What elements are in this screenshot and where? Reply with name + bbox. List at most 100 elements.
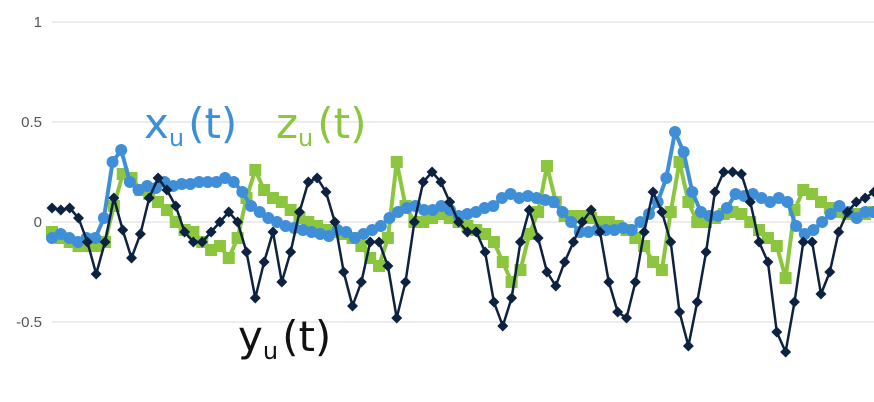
data-point-y	[187, 236, 199, 248]
data-point-y	[780, 346, 792, 358]
data-point-y	[523, 204, 535, 216]
data-point-y	[709, 186, 721, 198]
data-point-y	[285, 246, 297, 258]
data-point-y	[594, 226, 606, 238]
data-point-z	[770, 240, 783, 252]
data-point-x	[106, 156, 119, 168]
data-point-y	[99, 236, 111, 248]
data-point-y	[550, 280, 562, 292]
data-point-y	[559, 256, 571, 268]
data-point-y	[143, 192, 155, 204]
data-point-z	[249, 164, 262, 176]
data-point-y	[824, 266, 836, 278]
data-point-y	[532, 232, 544, 244]
data-point-x	[868, 206, 874, 218]
data-point-y	[55, 204, 67, 216]
data-point-x	[850, 212, 863, 224]
y-tick-label: 0.5	[21, 114, 42, 131]
data-point-y	[179, 226, 191, 238]
data-point-x	[487, 200, 500, 212]
data-point-y	[232, 216, 244, 228]
data-point-y	[170, 200, 182, 212]
data-point-y	[73, 212, 85, 224]
data-point-y	[656, 206, 668, 218]
data-point-x	[89, 232, 102, 244]
data-point-y	[461, 226, 473, 238]
data-point-y	[417, 176, 429, 188]
data-point-x	[115, 144, 128, 156]
data-point-y	[267, 226, 279, 238]
data-point-x	[322, 230, 335, 242]
data-point-y	[400, 276, 412, 288]
data-point-x	[201, 176, 214, 188]
data-point-x	[383, 212, 396, 224]
data-point-y	[797, 236, 809, 248]
data-point-x	[193, 176, 206, 188]
series-y	[46, 166, 874, 358]
data-point-x	[547, 196, 560, 208]
data-point-y	[470, 226, 482, 238]
data-point-y	[90, 268, 102, 280]
data-point-y	[117, 224, 129, 236]
series-label-y: yu(t)	[238, 312, 332, 365]
data-point-y	[196, 236, 208, 248]
data-point-z	[487, 236, 500, 248]
data-point-y	[621, 312, 633, 324]
data-point-y	[479, 246, 491, 258]
data-point-y	[46, 202, 58, 214]
data-point-y	[240, 246, 252, 258]
data-point-y	[806, 236, 818, 248]
data-point-x	[123, 176, 136, 188]
data-point-x	[175, 178, 188, 190]
data-point-y	[214, 216, 226, 228]
grid-lines	[52, 21, 874, 323]
data-point-x	[236, 186, 249, 198]
data-point-y	[355, 276, 367, 288]
series-x	[46, 126, 874, 248]
data-point-z	[664, 206, 677, 218]
data-point-z	[532, 206, 545, 218]
data-point-y	[338, 266, 350, 278]
data-point-y	[674, 306, 686, 318]
data-point-x	[781, 196, 794, 208]
data-point-y	[691, 296, 703, 308]
data-point-y	[161, 184, 173, 196]
data-point-z	[673, 156, 686, 168]
data-point-y	[488, 296, 500, 308]
data-point-y	[682, 340, 694, 352]
data-point-y	[771, 326, 783, 338]
data-point-y	[612, 306, 624, 318]
data-point-y	[152, 172, 164, 184]
data-point-y	[205, 226, 217, 238]
data-point-y	[541, 266, 553, 278]
data-point-y	[700, 246, 712, 258]
data-point-x	[660, 172, 673, 184]
data-point-x	[807, 224, 820, 236]
data-point-z	[655, 264, 668, 276]
data-point-y	[727, 166, 739, 178]
data-point-y	[444, 196, 456, 208]
data-point-y	[603, 276, 615, 288]
y-tick-label: -0.5	[16, 314, 42, 331]
data-point-x	[634, 216, 647, 228]
data-point-x	[712, 210, 725, 222]
series-label-z: zu(t)	[276, 99, 367, 152]
data-point-z	[390, 156, 403, 168]
data-point-z	[496, 256, 509, 268]
data-point-x	[97, 212, 110, 224]
data-point-y	[126, 252, 138, 264]
data-point-x	[625, 224, 638, 236]
data-point-x	[859, 206, 872, 218]
data-point-x	[677, 146, 690, 158]
data-point-y	[815, 288, 827, 300]
data-point-y	[735, 168, 747, 180]
data-point-y	[833, 226, 845, 238]
data-point-y	[311, 172, 323, 184]
data-point-y	[506, 292, 518, 304]
data-point-y	[134, 228, 146, 240]
data-point-y	[514, 236, 526, 248]
data-point-y	[223, 206, 235, 218]
data-point-x	[720, 202, 733, 214]
data-point-y	[576, 216, 588, 228]
